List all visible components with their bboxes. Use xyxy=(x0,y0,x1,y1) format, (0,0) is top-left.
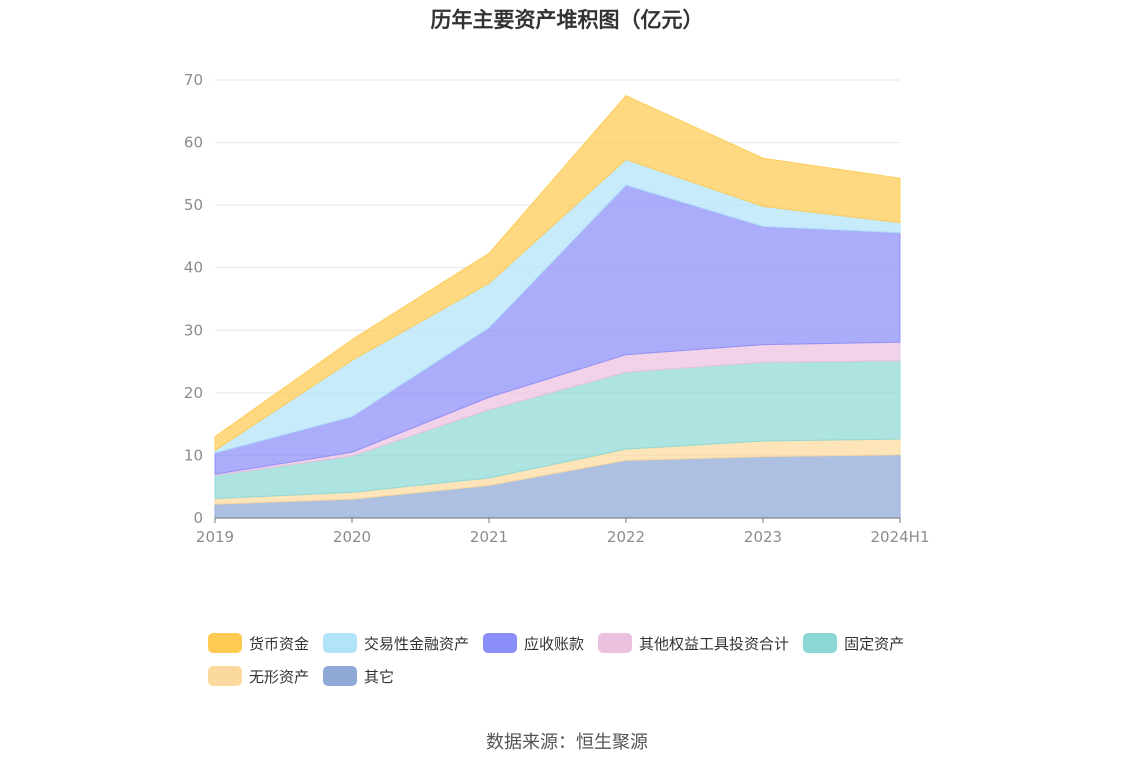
legend-swatch xyxy=(208,666,242,686)
axes xyxy=(214,517,901,523)
legend-swatch xyxy=(323,633,358,653)
x-tick-label: 2020 xyxy=(333,528,371,546)
stacked-area-chart: 0 10 20 30 40 50 60 70 2019 2020 2021 2022 2023 2024H… xyxy=(184,71,930,546)
source-note: 数据来源：恒生聚源 xyxy=(486,732,648,753)
legend-swatch xyxy=(323,666,358,686)
legend-swatch xyxy=(803,633,838,653)
legend-swatch xyxy=(483,633,518,653)
area-货币资金 xyxy=(214,95,901,452)
legend-label: 固定资产 xyxy=(844,634,905,653)
y-tick-label: 30 xyxy=(184,321,203,339)
legend-item[interactable]: 固定资产 xyxy=(803,632,904,654)
legend-item[interactable]: 货币资金 xyxy=(208,632,309,654)
x-tick-label: 2024H1 xyxy=(871,528,930,546)
x-tick-label: 2022 xyxy=(607,528,645,546)
x-tick-label: 2023 xyxy=(744,528,782,546)
legend-label: 其他权益工具投资合计 xyxy=(639,634,790,653)
y-tick-label: 60 xyxy=(184,134,203,152)
y-tick-label: 20 xyxy=(184,384,203,402)
y-tick-label: 10 xyxy=(184,446,203,464)
y-tick-label: 40 xyxy=(184,259,203,277)
y-tick-label: 0 xyxy=(193,509,203,527)
legend-label: 其它 xyxy=(364,667,395,686)
legend-label: 货币资金 xyxy=(249,634,310,653)
x-tick-label: 2019 xyxy=(196,528,234,546)
legend-item[interactable]: 无形资产 xyxy=(208,665,309,687)
legend-item[interactable]: 交易性金融资产 xyxy=(323,632,469,654)
x-tick-label: 2021 xyxy=(470,528,508,546)
y-tick-label: 70 xyxy=(184,71,203,89)
legend-item[interactable]: 其他权益工具投资合计 xyxy=(598,632,789,654)
legend-label: 应收账款 xyxy=(524,634,585,653)
legend-label: 交易性金融资产 xyxy=(364,634,470,653)
area-series xyxy=(214,95,901,519)
legend-item[interactable]: 应收账款 xyxy=(483,632,584,654)
legend: 货币资金 交易性金融资产 应收账款 其他权益工具投资合计 固定资产无形资产 其它 xyxy=(208,632,968,698)
tick-labels: 0 10 20 30 40 50 60 70 2019 2020 2021 2022 2023 2024H… xyxy=(184,71,930,546)
legend-label: 无形资产 xyxy=(249,667,310,686)
chart-title: 历年主要资产堆积图（亿元） xyxy=(430,8,704,32)
legend-swatch xyxy=(598,633,633,653)
legend-item[interactable]: 其它 xyxy=(323,665,394,687)
y-tick-label: 50 xyxy=(184,196,203,214)
legend-swatch xyxy=(208,633,242,653)
